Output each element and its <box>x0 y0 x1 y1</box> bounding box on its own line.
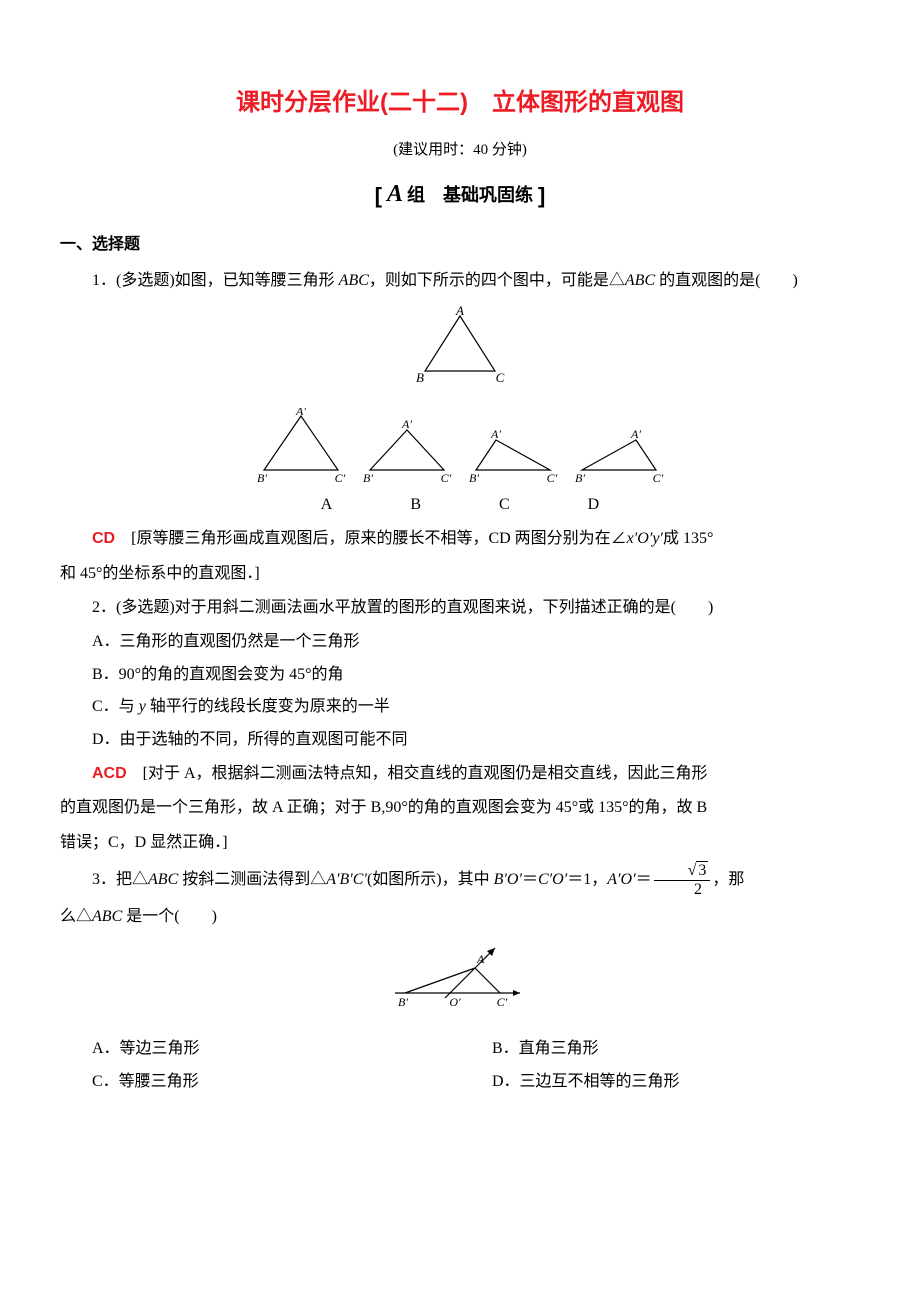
q1-answer-line: CD [原等腰三角形画成直观图后，原来的腰长不相等，CD 两图分别为在∠x′O′… <box>60 524 860 554</box>
q3-opt-a: A．等边三角形 <box>60 1034 460 1064</box>
section-header: [ A组 基础巩固练 ] <box>60 172 860 218</box>
bracket-right: ] <box>538 183 545 208</box>
triangle-opt-c-icon: A′ B′ C′ <box>468 408 558 488</box>
svg-text:B′: B′ <box>575 471 585 485</box>
svg-text:A′: A′ <box>490 427 501 441</box>
q2-c-var: y <box>139 698 146 715</box>
q3-abc2: A′B′C′ <box>326 871 367 888</box>
q1-answer: CD <box>92 530 115 547</box>
q3-abc: ABC <box>148 871 178 888</box>
svg-text:C′: C′ <box>335 471 346 485</box>
svg-text:C′: C′ <box>497 995 508 1009</box>
q2-exp-line2: 的直观图仍是一个三角形，故 A 正确；对于 B,90°的角的直观图会变为 45°… <box>60 793 860 823</box>
q2-opt-a: A．三角形的直观图仍然是一个三角形 <box>60 627 860 657</box>
q1-text-1: 1．(多选题)如图，已知等腰三角形 <box>92 272 339 289</box>
q3-eq2: ＝1， <box>567 871 607 888</box>
q3-l2-pre: 么△ <box>60 908 92 925</box>
q2-answer: ACD <box>92 765 127 782</box>
svg-text:B′: B′ <box>257 471 267 485</box>
svg-text:A′: A′ <box>476 952 487 966</box>
q1-text-2: ，则如下所示的四个图中，可能是△ <box>369 272 625 289</box>
q3-options-row1: A．等边三角形 B．直角三角形 <box>60 1034 860 1064</box>
q3-opt-d: D．三边互不相等的三角形 <box>460 1067 860 1097</box>
svg-text:C′: C′ <box>547 471 558 485</box>
page-title: 课时分层作业(二十二) 立体图形的直观图 <box>60 80 860 126</box>
q1-stem: 1．(多选题)如图，已知等腰三角形 ABC，则如下所示的四个图中，可能是△ABC… <box>60 266 860 296</box>
sub-heading-1: 一、选择题 <box>60 230 860 260</box>
svg-text:O′: O′ <box>449 995 461 1009</box>
q2-c-pre: C．与 <box>92 698 139 715</box>
section-text: 组 基础巩固练 <box>407 185 533 205</box>
q2-opt-d: D．由于选轴的不同，所得的直观图可能不同 <box>60 725 860 755</box>
q3-eq3: ＝ <box>636 871 652 888</box>
bracket-left: [ <box>375 183 382 208</box>
section-letter: A <box>387 181 403 207</box>
q1-figure-top: A B C <box>60 306 860 397</box>
q1-exp-1: [原等腰三角形画成直观图后，原来的腰长不相等，CD 两图分别为在∠ <box>115 530 627 547</box>
q3-t4: ，那 <box>712 871 744 888</box>
q2-opt-b: B．90°的角的直观图会变为 45°的角 <box>60 660 860 690</box>
q3-stem-line2: 么△ABC 是一个( ) <box>60 902 860 932</box>
q3-co: C′O′ <box>538 871 567 888</box>
q2-exp-line3: 错误；C，D 显然正确．] <box>60 828 860 858</box>
q3-bo: B′O′ <box>494 871 522 888</box>
q1-option-labels: A B C D <box>60 490 860 520</box>
q3-opt-c: C．等腰三角形 <box>60 1067 460 1097</box>
q2-exp-1: [对于 A，根据斜二测画法特点知，相交直线的直观图仍是相交直线，因此三角形 <box>127 765 708 782</box>
q1-xoy: x′O′y′ <box>627 530 663 547</box>
svg-text:A′: A′ <box>630 427 641 441</box>
q2-c-post: 轴平行的线段长度变为原来的一半 <box>146 698 390 715</box>
q3-stem: 3．把△ABC 按斜二测画法得到△A′B′C′(如图所示)，其中 B′O′＝C′… <box>60 862 860 898</box>
svg-text:A: A <box>455 306 464 318</box>
q1-text-3: 的直观图的是( ) <box>655 272 798 289</box>
svg-text:B′: B′ <box>363 471 373 485</box>
triangle-q3-icon: A′ B′ O′ C′ <box>385 943 535 1013</box>
q3-ao: A′O′ <box>607 871 635 888</box>
q3-t3: (如图所示)，其中 <box>367 871 494 888</box>
fraction-icon: √32 <box>654 862 711 898</box>
time-hint: (建议用时：40 分钟) <box>60 136 860 165</box>
triangle-opt-d-icon: A′ B′ C′ <box>574 408 664 488</box>
q1-figure-options: A′ B′ C′ A′ B′ C′ A′ B′ C′ A′ B′ C′ <box>60 408 860 488</box>
q3-figure: A′ B′ O′ C′ <box>60 943 860 1024</box>
svg-text:C′: C′ <box>441 471 452 485</box>
opt-label-c: C <box>499 490 510 520</box>
q3-opt-b: B．直角三角形 <box>460 1034 860 1064</box>
svg-text:A′: A′ <box>401 417 412 431</box>
triangle-opt-a-icon: A′ B′ C′ <box>256 408 346 488</box>
q3-t2: 按斜二测画法得到△ <box>178 871 326 888</box>
opt-label-b: B <box>410 490 421 520</box>
q1-exp-2: 成 135° <box>663 530 713 547</box>
svg-text:A′: A′ <box>295 408 306 418</box>
svg-text:C′: C′ <box>653 471 664 485</box>
triangle-opt-b-icon: A′ B′ C′ <box>362 408 452 488</box>
triangle-abc-icon: A B C <box>410 306 510 386</box>
q3-options-row2: C．等腰三角形 D．三边互不相等的三角形 <box>60 1067 860 1097</box>
q1-abc2: ABC <box>625 272 655 289</box>
svg-text:B: B <box>416 370 424 385</box>
svg-text:B′: B′ <box>398 995 408 1009</box>
q3-l2-post: 是一个( ) <box>122 908 217 925</box>
q2-stem: 2．(多选题)对于用斜二测画法画水平放置的图形的直观图来说，下列描述正确的是( … <box>60 593 860 623</box>
q1-abc: ABC <box>339 272 369 289</box>
q3-t1: 3．把△ <box>92 871 148 888</box>
q2-opt-c: C．与 y 轴平行的线段长度变为原来的一半 <box>60 692 860 722</box>
q3-eq1: ＝ <box>522 871 538 888</box>
svg-text:B′: B′ <box>469 471 479 485</box>
q3-abc3: ABC <box>92 908 122 925</box>
q1-exp-line2: 和 45°的坐标系中的直观图．] <box>60 559 860 589</box>
opt-label-a: A <box>321 490 333 520</box>
svg-text:C: C <box>496 370 505 385</box>
q2-answer-line: ACD [对于 A，根据斜二测画法特点知，相交直线的直观图仍是相交直线，因此三角… <box>60 759 860 789</box>
opt-label-d: D <box>588 490 600 520</box>
